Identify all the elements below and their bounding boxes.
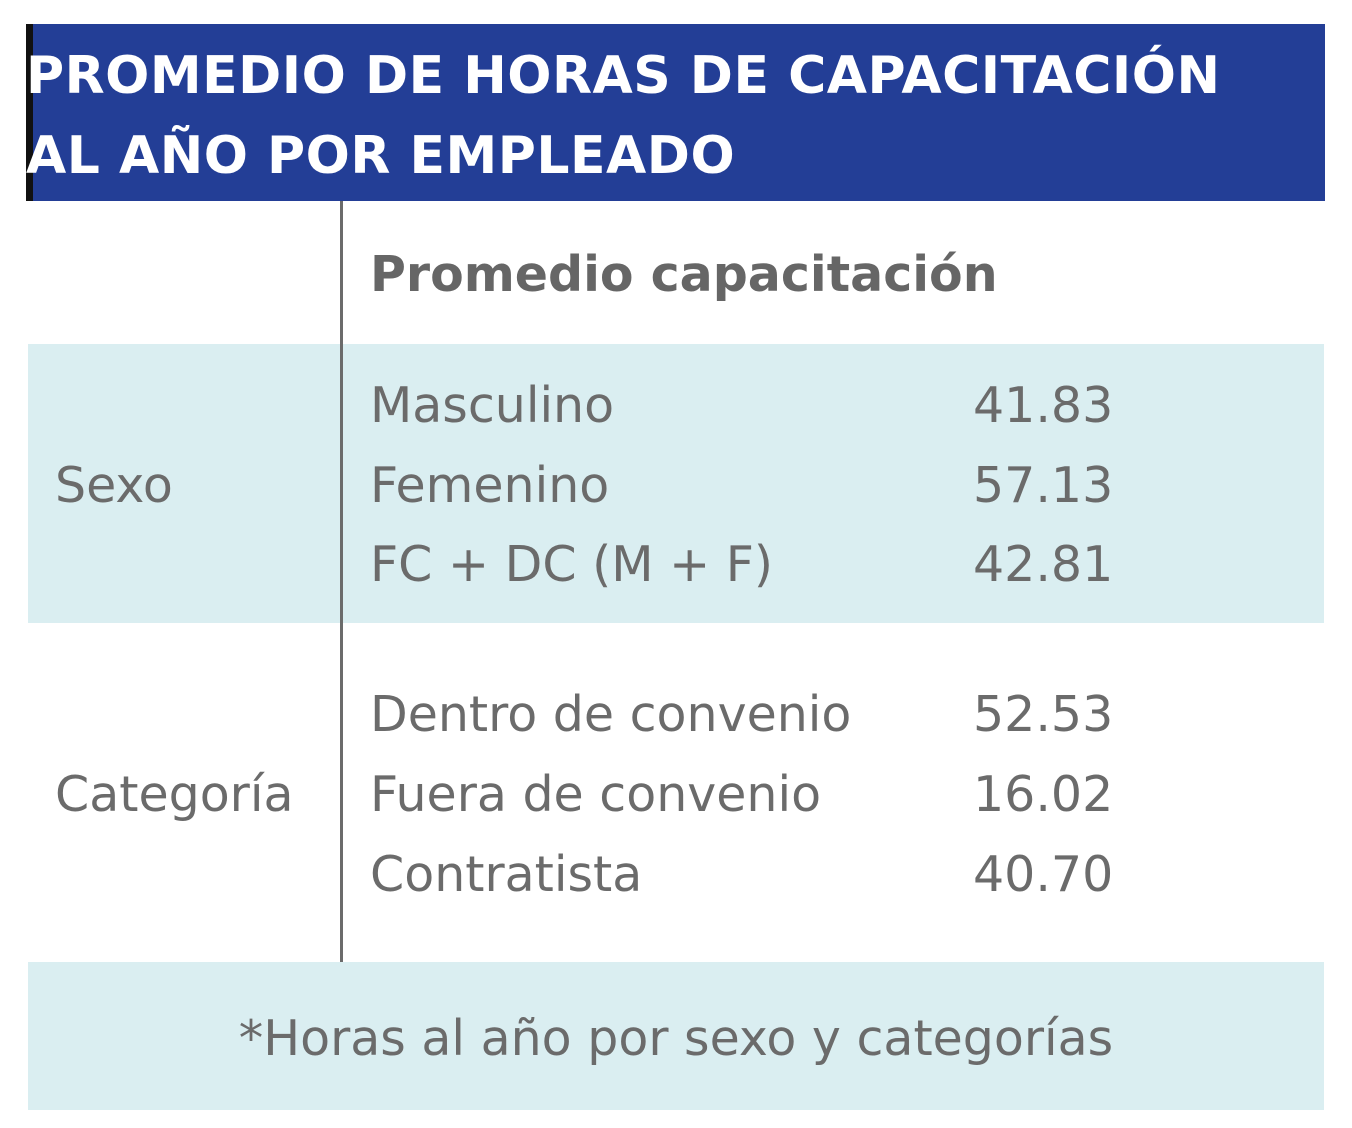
row-value: 40.70	[973, 846, 1114, 903]
group-label-categoria: Categoría	[55, 766, 294, 823]
column-divider	[340, 201, 343, 962]
footnote: *Horas al año por sexo y categorías	[238, 1010, 1114, 1067]
row-label: Fuera de convenio	[370, 766, 822, 823]
footnote-band	[28, 962, 1324, 1110]
row-value: 52.53	[973, 686, 1114, 743]
row-value: 42.81	[973, 536, 1114, 593]
title-line-1: PROMEDIO DE HORAS DE CAPACITACIÓN	[26, 46, 1221, 106]
title-banner	[26, 24, 1325, 201]
row-value: 57.13	[973, 457, 1114, 514]
row-label: Masculino	[370, 377, 615, 434]
title-line-2: AL AÑO POR EMPLEADO	[26, 126, 736, 186]
row-band-sexo	[28, 344, 1324, 623]
row-label: Dentro de convenio	[370, 686, 852, 743]
row-label: Contratista	[370, 846, 643, 903]
row-value: 41.83	[973, 377, 1114, 434]
group-label-sexo: Sexo	[55, 457, 173, 514]
row-value: 16.02	[973, 766, 1114, 823]
row-label: FC + DC (M + F)	[370, 536, 774, 593]
row-label: Femenino	[370, 457, 610, 514]
column-header: Promedio capacitación	[370, 246, 998, 303]
